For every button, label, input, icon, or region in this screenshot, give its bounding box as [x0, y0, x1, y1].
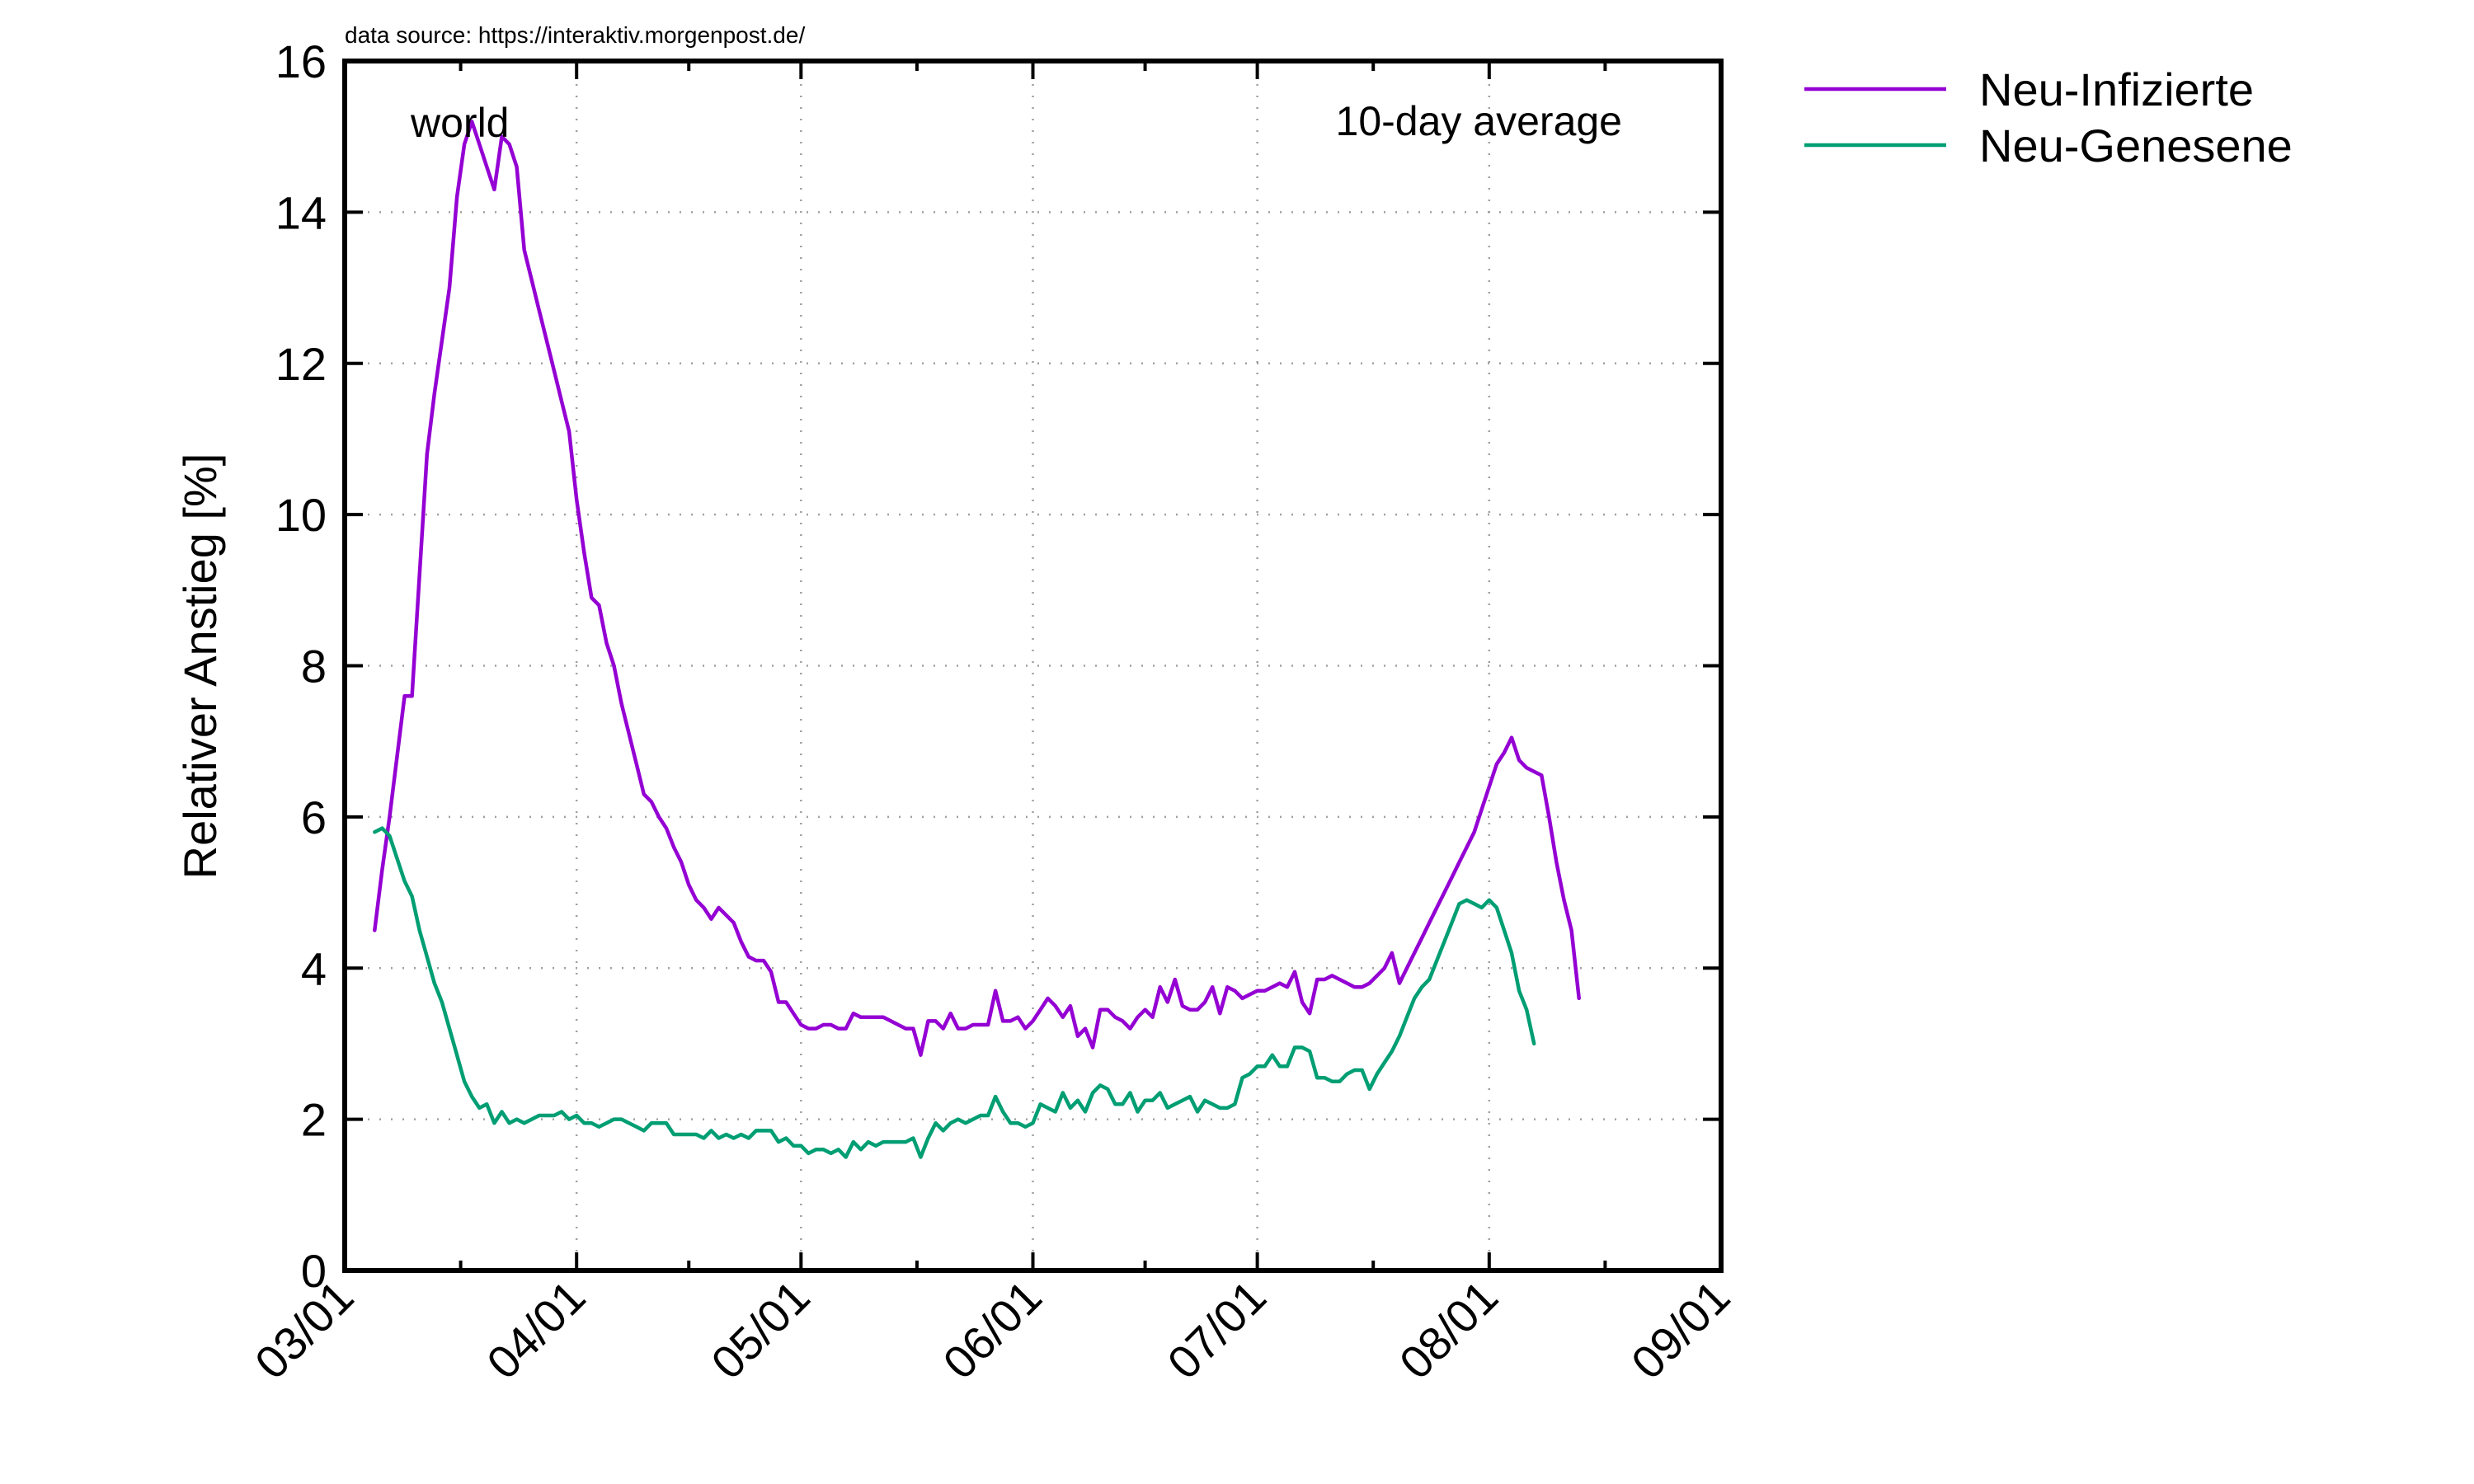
y-tick-label: 4 — [301, 942, 327, 994]
gridlines — [345, 61, 1721, 1270]
x-tick-label: 07/01 — [1157, 1270, 1276, 1389]
y-tick-label: 2 — [301, 1094, 327, 1146]
series-line-neu-infizierte — [373, 120, 1581, 1057]
x-tick-label: 05/01 — [701, 1270, 820, 1389]
y-tick-label: 8 — [301, 641, 327, 693]
y-tick-labels: 0 2 4 6 8 10 12 14 16 — [275, 35, 327, 1297]
y-tick-label: 16 — [275, 35, 327, 87]
data-source-note: data source: https://interaktiv.morgenpo… — [345, 22, 805, 48]
y-tick-label: 0 — [301, 1245, 327, 1297]
data-series — [373, 120, 1581, 1159]
x-tick-label: 09/01 — [1621, 1270, 1740, 1389]
legend-label-neu-infizierte: Neu-Infizierte — [1979, 63, 2254, 115]
y-tick-label: 10 — [275, 489, 327, 541]
legend-label-neu-genesene: Neu-Genesene — [1979, 120, 2293, 171]
y-tick-label: 6 — [301, 791, 327, 843]
x-tick-label: 06/01 — [933, 1270, 1051, 1389]
series-line-neu-genesene — [373, 826, 1536, 1159]
x-tick-labels: 03/01 04/01 05/01 06/01 07/01 08/01 09/01 — [245, 1270, 1740, 1389]
x-tick-label: 04/01 — [477, 1270, 595, 1389]
y-tick-label: 12 — [275, 338, 327, 390]
region-annotation: world — [410, 100, 509, 146]
average-annotation: 10-day average — [1336, 98, 1622, 144]
y-axis-title: Relativer Anstieg [%] — [174, 453, 226, 880]
x-tick-label: 08/01 — [1390, 1270, 1508, 1389]
y-tick-label: 14 — [275, 186, 327, 238]
axis-ticks — [343, 59, 1723, 1272]
